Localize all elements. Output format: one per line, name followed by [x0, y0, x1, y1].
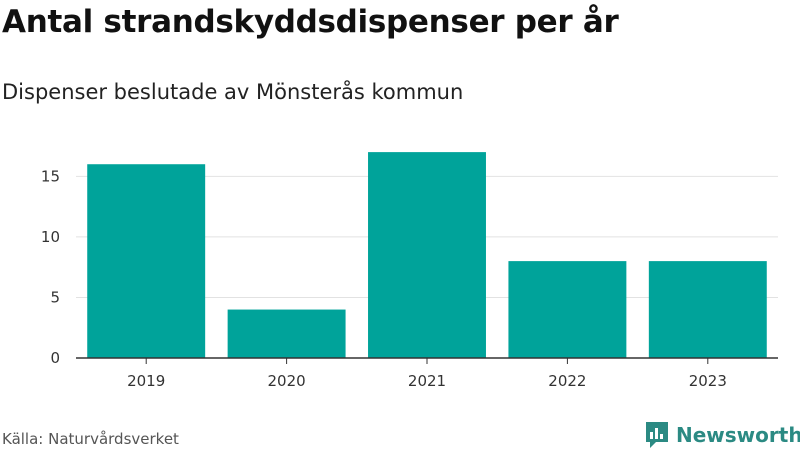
chart-title: Antal strandskyddsdispenser per år: [2, 4, 619, 40]
y-tick-label: 0: [50, 349, 60, 367]
source-note: Källa: Naturvårdsverket: [2, 430, 179, 448]
x-tick-label: 2023: [689, 372, 727, 390]
y-tick-label: 15: [41, 167, 60, 185]
newsworthy-logo-icon: [646, 422, 668, 448]
brand-logo[interactable]: Newsworthy: [644, 420, 800, 450]
x-tick-labels: 2019 2020 2021 2022 2023: [127, 358, 727, 390]
brand-name: Newsworthy: [676, 423, 800, 447]
bars: [87, 152, 767, 358]
chart-subtitle: Dispenser beslutade av Mönsterås kommun: [2, 80, 464, 104]
x-tick-label: 2022: [548, 372, 586, 390]
y-tick-label: 10: [41, 228, 60, 246]
bar-2021: [368, 152, 486, 358]
bar-2023: [648, 261, 767, 358]
bar-chart: 2019 2020 2021 2022 2023 0 5 10 15: [41, 152, 778, 390]
x-tick-label: 2021: [408, 372, 446, 390]
y-tick-labels: 0 5 10 15: [41, 167, 60, 367]
x-tick-label: 2020: [268, 372, 306, 390]
y-tick-label: 5: [50, 288, 60, 306]
x-tick-label: 2019: [127, 372, 165, 390]
bar-2022: [508, 261, 627, 358]
bar-2019: [87, 164, 206, 358]
bar-2020: [227, 309, 346, 358]
